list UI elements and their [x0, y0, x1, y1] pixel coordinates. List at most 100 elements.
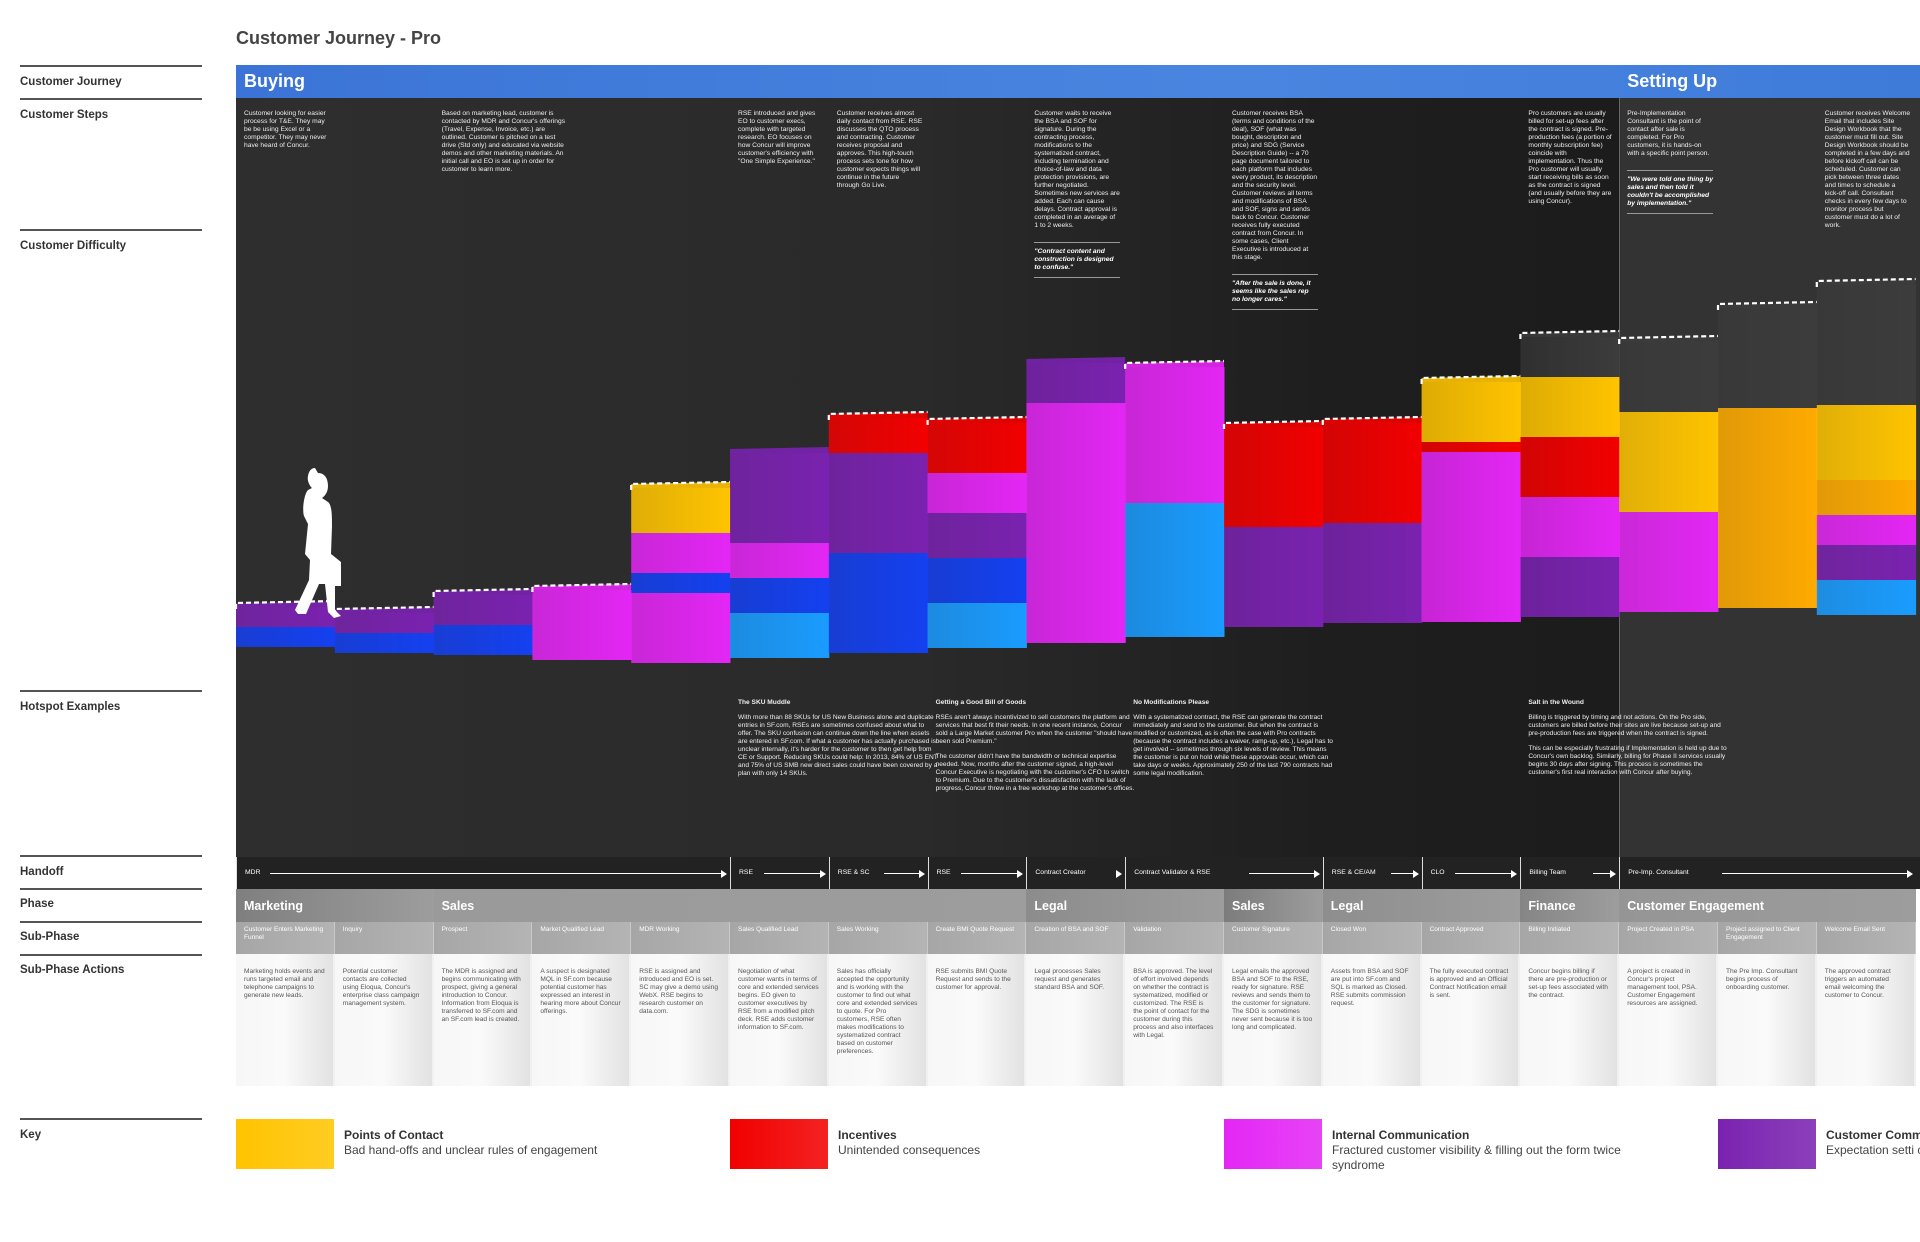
handoff-label: RSE [936, 869, 951, 876]
handoff-segment: CLO [1421, 857, 1522, 889]
key-swatch [236, 1119, 334, 1169]
sub-phase-14: Project Created in PSA [1619, 922, 1718, 954]
customer-step-text: Customer receives almost daily contact f… [836, 110, 923, 189]
divider [20, 855, 202, 857]
handoff-label: Contract Creator [1035, 869, 1086, 876]
divider [20, 1118, 202, 1120]
phase-marketing: Marketing [236, 889, 434, 922]
hotspot-title: Salt in the Wound [1528, 699, 1584, 706]
sub-phase-2: Prospect [433, 922, 533, 954]
key-description: Expectation setti communication c [1826, 1143, 1920, 1157]
customer-step-text: Pre-Implementation Consultant is the poi… [1627, 110, 1710, 157]
customer-step-text: RSE introduced and gives EO to customer … [738, 110, 816, 165]
arrow-right-icon [1592, 870, 1617, 877]
handoff-label: Pre-Imp. Consultant [1628, 869, 1689, 876]
customer-step-text: Customer receives Welcome Email that inc… [1824, 110, 1911, 229]
row-label-sub-phase-actions: Sub-Phase Actions [20, 964, 125, 976]
arrow-right-icon [763, 870, 826, 877]
customer-step: Customer receives BSA (terms and conditi… [1232, 110, 1318, 310]
sub-phase-12: Contract Approved [1421, 922, 1521, 954]
handoff-segment: RSE [927, 857, 1028, 889]
arrow-right-icon [1721, 870, 1913, 877]
phase-finance: Finance [1520, 889, 1620, 922]
sub-phase-11: Closed Won [1322, 922, 1422, 954]
sub-phase-action: Concur begins billing if there are pre-p… [1520, 954, 1620, 1086]
phase-legal: Legal [1322, 889, 1521, 922]
divider [20, 65, 202, 67]
phase-customer-engagement: Customer Engagement [1619, 889, 1916, 922]
handoff-label: CLO [1430, 869, 1445, 876]
handoff-segment: RSE [730, 857, 830, 889]
divider [20, 954, 202, 956]
arrow-right-icon [1116, 870, 1123, 877]
handoff-label: Billing Team [1529, 869, 1566, 876]
sub-phase-5: Sales Qualified Lead [730, 922, 829, 954]
sub-phase-action: RSE submits BMI Quote Request and sends … [927, 954, 1027, 1086]
sub-phase-1: Inquiry [334, 922, 434, 954]
hotspot-title: No Modifications Please [1133, 699, 1210, 706]
divider [20, 229, 202, 231]
customer-quote: "We were told one thing by sales and the… [1627, 170, 1714, 214]
customer-step: Customer receives almost daily contact f… [837, 110, 923, 190]
sub-phase-15: Project assigned to Client Engagement [1718, 922, 1817, 954]
sub-phase-action: Marketing holds events and runs targeted… [236, 954, 335, 1086]
row-label-customer-difficulty: Customer Difficulty [20, 240, 127, 252]
row-label-hotspot-examples: Hotspot Examples [20, 701, 121, 713]
divider [20, 98, 202, 100]
hotspot-title: The SKU Muddle [738, 699, 791, 706]
arrow-right-icon [1249, 870, 1321, 877]
customer-quote: "After the sale is done, it seems like t… [1232, 274, 1318, 310]
hotspot-example: Getting a Good Bill of Goods RSEs aren't … [936, 699, 1136, 800]
customer-step-text: Customer receives BSA (terms and conditi… [1232, 110, 1318, 261]
key-description: Fractured customer visibility & filling … [1332, 1143, 1621, 1172]
customer-step-text: Customer looking for easier process for … [244, 110, 327, 149]
hotspot-paragraph: With a systematized contract, the RSE ca… [1133, 714, 1333, 777]
sub-phase-action: Legal emails the approved BSA and SOF to… [1224, 954, 1323, 1086]
customer-step: Customer waits to receive the BSA and SO… [1034, 110, 1121, 278]
customer-step: Based on marketing lead, customer is con… [442, 110, 566, 174]
sub-phase-10: Customer Signature [1224, 922, 1323, 954]
key-swatch [1718, 1119, 1816, 1169]
phase-legal: Legal [1026, 889, 1224, 922]
hotspot-paragraph: The customer didn't have the bandwidth o… [935, 753, 1135, 792]
journey-stage-setting-up: Setting Up [1627, 71, 1718, 91]
sub-phase-action: The Pre Imp. Consultant begins process o… [1718, 954, 1817, 1086]
sub-phase-action: Sales has officially accepted the opport… [828, 954, 928, 1086]
key-title: Internal Communication [1332, 1128, 1470, 1142]
customer-step-text: Pro customers are usually billed for set… [1528, 110, 1612, 205]
key-swatch [1224, 1119, 1322, 1169]
hotspot-paragraph: Billing is triggered by timing and not a… [1528, 714, 1721, 737]
journey-stage-buying: Buying [244, 71, 305, 91]
sub-phase-action: The fully executed contract is approved … [1421, 954, 1521, 1086]
customer-step: Pre-Implementation Consultant is the poi… [1627, 110, 1714, 214]
sub-phase-0: Customer Enters Marketing Funnel [236, 922, 335, 954]
phase-sales: Sales [433, 889, 1027, 922]
hotspot-example: Salt in the Wound Billing is triggered by… [1528, 699, 1728, 784]
key-description: Bad hand-offs and unclear rules of engag… [344, 1143, 598, 1157]
sub-phase-action: Potential customer contacts are collecte… [334, 954, 434, 1086]
hotspot-title: Getting a Good Bill of Goods [935, 699, 1027, 706]
handoff-row: MDR RSE RSE & SC RSE Contract Creator Contrac… [236, 857, 1920, 889]
phase-sales: Sales [1224, 889, 1323, 922]
sub-phase-action: Negotiation of what customer wants in te… [730, 954, 829, 1086]
arrow-right-icon [961, 870, 1024, 877]
customer-step: RSE introduced and gives EO to customer … [738, 110, 824, 166]
row-label-key: Key [20, 1129, 42, 1141]
key-description: Unintended consequences [838, 1143, 981, 1157]
hotspot-example: The SKU Muddle With more than 88 SKUs for… [738, 699, 938, 785]
handoff-label: Contract Validator & RSE [1134, 869, 1211, 876]
sub-phase-action: RSE is assigned and introduced and EO is… [631, 954, 730, 1086]
customer-step: Pro customers are usually billed for set… [1528, 110, 1614, 206]
sub-phase-13: Billing Initiated [1520, 922, 1620, 954]
row-label-phase: Phase [20, 898, 54, 910]
customer-step: Customer receives Welcome Email that inc… [1825, 110, 1911, 230]
handoff-segment: Pre-Imp. Consultant [1619, 857, 1916, 889]
handoff-segment: RSE & SC [828, 857, 929, 889]
hotspot-paragraph: This can be especially frustrating if Im… [1528, 745, 1727, 776]
customer-step: Customer looking for easier process for … [244, 110, 330, 150]
sub-phase-action: The MDR is assigned and begins communica… [433, 954, 533, 1086]
sub-phase-action: A project is created in Concur's project… [1619, 954, 1718, 1086]
handoff-segment: Billing Team [1520, 857, 1620, 889]
sub-phase-4: MDR Working [631, 922, 730, 954]
key-title: Customer Comm [1826, 1128, 1920, 1142]
